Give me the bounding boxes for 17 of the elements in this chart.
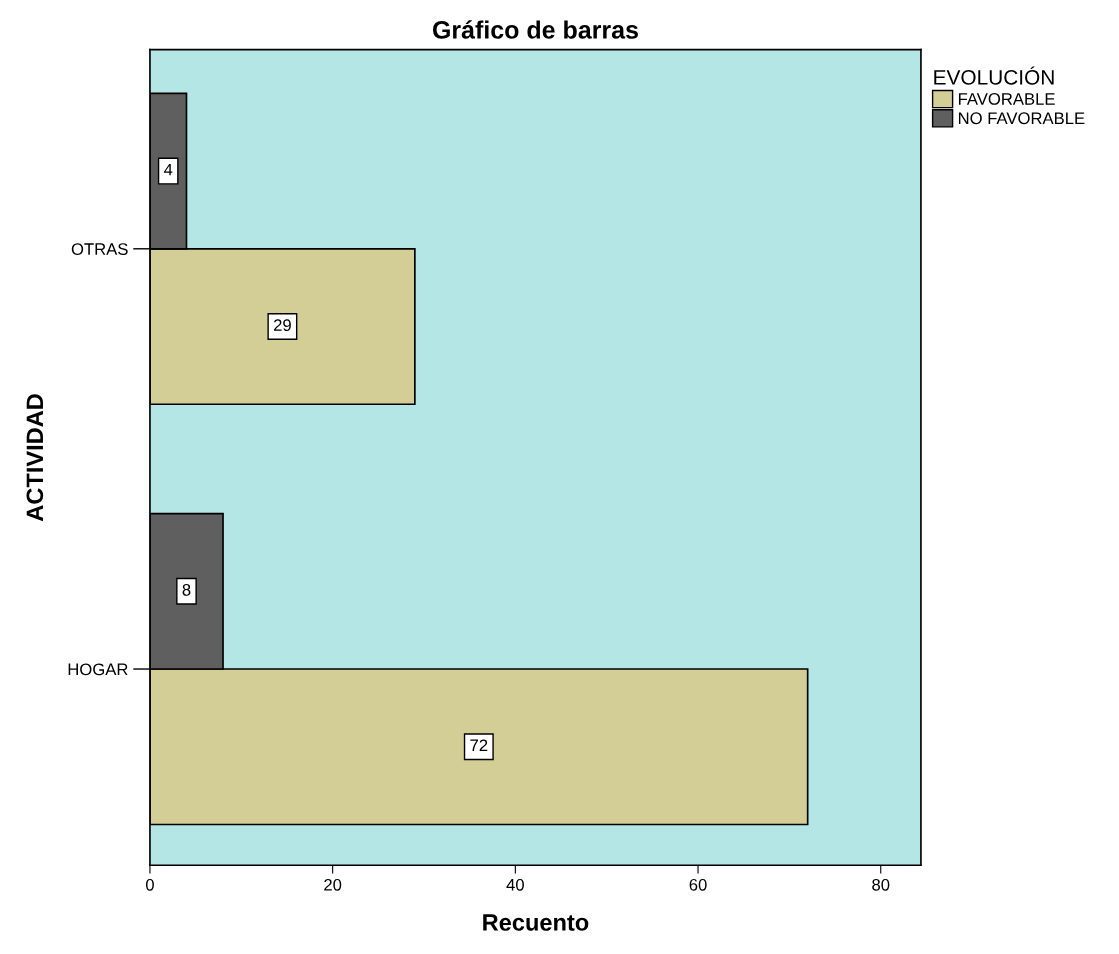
x-axis-title: Recuento [483,914,589,931]
y-axis-title: ACTIVIDAD [26,394,44,522]
x-tick-label: 40 [506,878,524,891]
chart-title: Gráfico de barras [432,20,638,39]
x-tick-label: 20 [324,878,342,891]
data-label: 29 [273,319,291,332]
data-label: 8 [182,583,191,596]
x-tick-label: 60 [689,878,707,891]
x-tick-label: 0 [145,878,154,891]
x-tick-label: 80 [872,878,890,891]
data-label: 4 [163,163,173,176]
y-tick-label: OTRAS [71,243,128,255]
data-label: 72 [470,739,488,752]
legend-label: NO FAVORABLE [958,112,1085,125]
legend-label: FAVORABLE [958,93,1055,105]
legend-title: EVOLUCIÓN [934,66,1054,85]
y-tick-label: HOGAR [68,663,128,676]
